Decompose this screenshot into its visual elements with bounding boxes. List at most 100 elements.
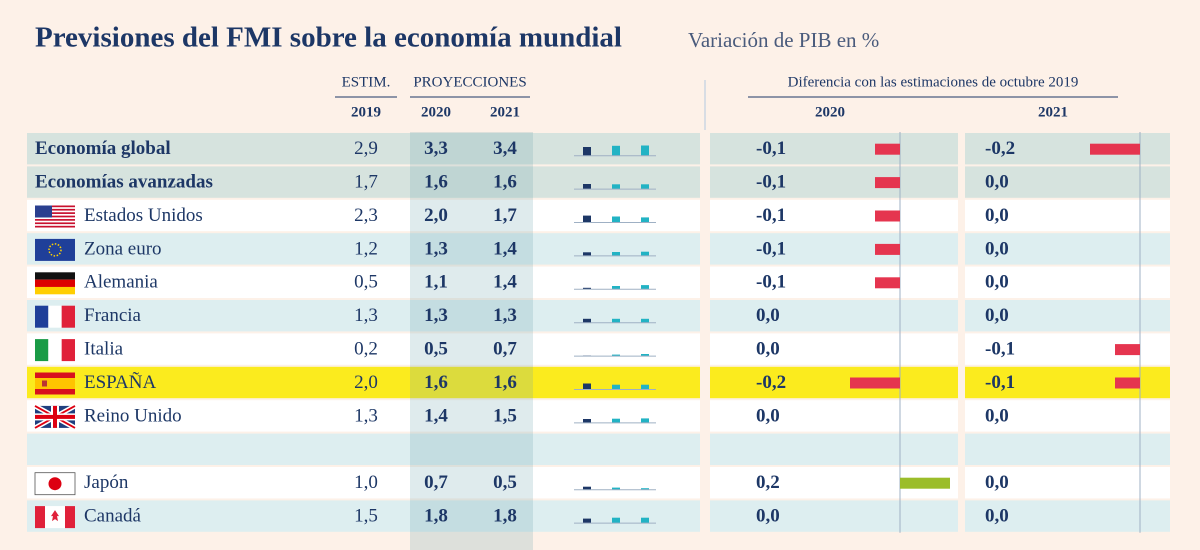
flag — [34, 472, 76, 496]
gdp-value: 1,3 — [493, 305, 517, 326]
flag-part — [35, 215, 75, 218]
diff-bar — [1115, 377, 1140, 389]
row-background — [710, 233, 958, 265]
row-background — [965, 266, 1170, 298]
diff-value: -0,2 — [756, 372, 786, 393]
mini-bar — [583, 518, 591, 524]
row-background — [710, 500, 958, 532]
year-header: 2021 — [1038, 104, 1068, 120]
row-background — [710, 199, 958, 232]
row-name: Alemania — [84, 272, 158, 293]
flag-part — [35, 339, 49, 362]
gdp-value: 0,5 — [424, 338, 448, 359]
flag-part — [35, 205, 75, 208]
row-background — [710, 266, 958, 298]
year-header: 2020 — [421, 104, 451, 120]
row-background — [965, 166, 1170, 198]
mini-bar — [612, 252, 620, 256]
diff-bar — [900, 477, 950, 489]
mini-bar — [612, 184, 620, 190]
gdp-value: 1,3 — [354, 405, 378, 426]
diff-value: -0,1 — [985, 338, 1015, 359]
gdp-value: 1,2 — [354, 238, 378, 259]
gdp-value: 1,7 — [493, 205, 517, 226]
row-background — [965, 500, 1170, 532]
flag-part — [35, 238, 75, 261]
diff-bar — [850, 377, 900, 389]
row-background — [27, 467, 700, 499]
row-name: Canadá — [84, 505, 142, 526]
row-background — [965, 199, 1170, 232]
diff-value: 0,0 — [985, 405, 1009, 426]
gdp-value: 1,3 — [424, 305, 448, 326]
row-background — [710, 333, 958, 365]
gdp-value: 3,4 — [493, 138, 517, 159]
mini-bar — [641, 184, 649, 190]
diff-value: -0,1 — [985, 372, 1015, 393]
flag-part — [48, 477, 62, 491]
row-name: Economías avanzadas — [35, 171, 213, 192]
flag-part — [35, 212, 75, 214]
row-name: Economía global — [35, 138, 171, 159]
row-background — [27, 366, 700, 399]
flag-part — [35, 219, 75, 221]
gdp-value: 2,0 — [354, 372, 378, 393]
diff-value: 0,0 — [985, 272, 1009, 293]
estim-header: ESTIM. — [342, 74, 391, 90]
diff-value: 0,0 — [985, 505, 1009, 526]
flag-part — [35, 205, 52, 218]
gdp-value: 1,3 — [354, 305, 378, 326]
gdp-value: 2,0 — [424, 205, 448, 226]
row-background — [710, 133, 958, 165]
gdp-value: 1,4 — [424, 405, 448, 426]
mini-bar — [641, 517, 649, 524]
flag-part — [65, 506, 75, 529]
mini-bar — [583, 215, 591, 223]
mini-bar — [612, 318, 620, 323]
row-background — [710, 300, 958, 332]
gdp-value: 2,3 — [354, 205, 378, 226]
flag-part — [35, 279, 75, 287]
flag-part — [48, 339, 62, 362]
row-background — [27, 166, 700, 198]
diff-value: 0,0 — [985, 305, 1009, 326]
gdp-value: 0,2 — [354, 338, 378, 359]
flag-part — [35, 272, 75, 280]
row-background — [27, 300, 700, 332]
gdp-value: 0,7 — [424, 472, 448, 493]
row-name: Reino Unido — [84, 405, 182, 426]
flag — [35, 305, 75, 328]
gdp-value: 1,4 — [493, 272, 517, 293]
row-background — [27, 400, 700, 432]
flag-part — [48, 305, 62, 328]
gdp-value: 0,5 — [493, 472, 517, 493]
diff-value: -0,1 — [756, 272, 786, 293]
diff-value: 0,0 — [985, 238, 1009, 259]
flag-part — [35, 414, 75, 419]
diff-bar — [875, 177, 900, 189]
diff-bar — [875, 277, 900, 289]
diff-bar — [875, 210, 900, 222]
diff-bar — [1115, 344, 1140, 356]
gdp-value: 1,6 — [493, 171, 517, 192]
diff-value: 0,0 — [985, 472, 1009, 493]
mini-bar — [583, 287, 591, 290]
mini-bar — [612, 216, 620, 223]
mini-bar — [641, 251, 649, 256]
mini-bar — [583, 383, 591, 390]
year-header: 2021 — [490, 104, 520, 120]
flag — [35, 506, 75, 529]
diff-bar — [1090, 143, 1140, 155]
diff-value: 0,0 — [756, 305, 780, 326]
flag-part — [35, 286, 75, 295]
mini-bar — [583, 252, 591, 256]
flag — [35, 238, 75, 261]
mini-bar — [583, 486, 591, 490]
flag-part — [51, 510, 59, 522]
diff-header: Diferencia con las estimaciones de octub… — [788, 74, 1079, 90]
row-background — [965, 233, 1170, 265]
row-background — [27, 199, 700, 232]
row-background — [27, 333, 700, 365]
